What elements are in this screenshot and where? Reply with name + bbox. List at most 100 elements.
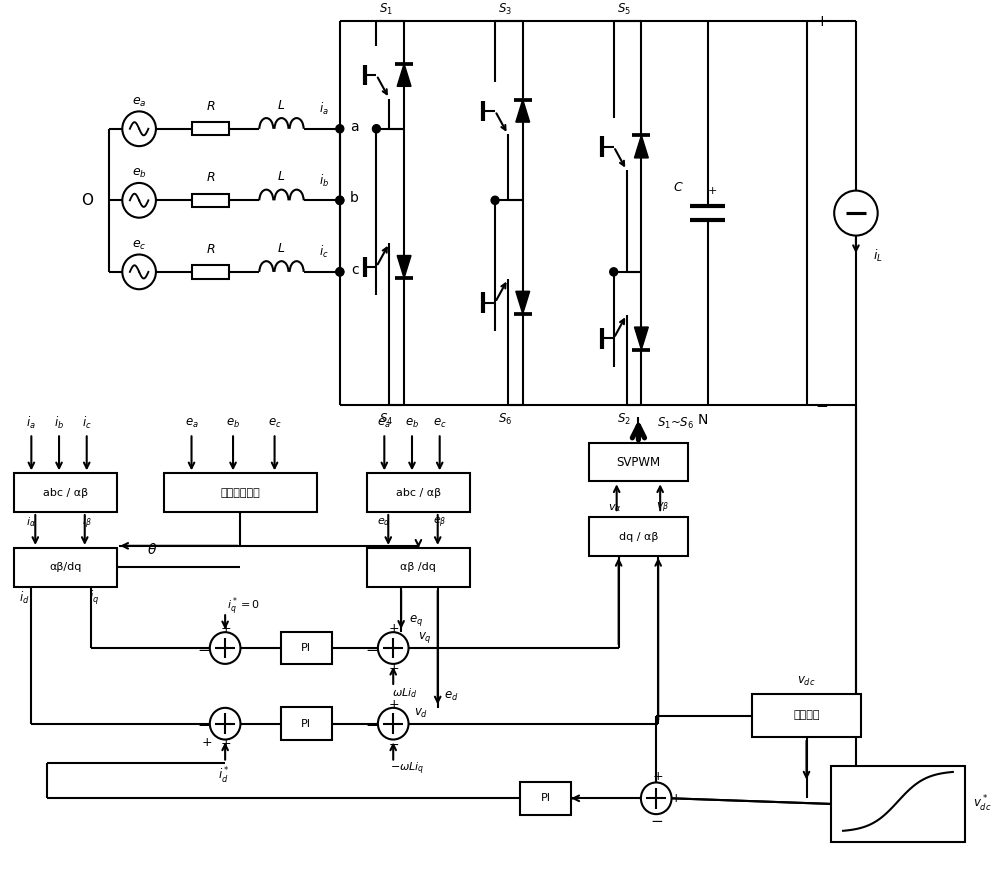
Text: $-$: $-$ — [650, 813, 663, 827]
Text: N: N — [698, 413, 708, 427]
Text: $e_c$: $e_c$ — [433, 417, 447, 429]
Bar — [14, 548, 117, 586]
Bar — [281, 632, 332, 665]
Polygon shape — [516, 100, 530, 122]
Circle shape — [336, 268, 344, 276]
Text: $S_3$: $S_3$ — [498, 2, 512, 17]
Text: $i_a$: $i_a$ — [319, 102, 329, 118]
Text: abc / αβ: abc / αβ — [43, 487, 88, 498]
Text: PI: PI — [301, 643, 311, 653]
Bar — [589, 443, 688, 481]
Text: $i_α$: $i_α$ — [26, 515, 36, 529]
Text: $S_1$~$S_6$: $S_1$~$S_6$ — [657, 415, 695, 430]
Text: $-$: $-$ — [815, 397, 828, 413]
Polygon shape — [634, 135, 648, 158]
Text: $e_b$: $e_b$ — [132, 168, 147, 180]
Text: $e_c$: $e_c$ — [268, 417, 281, 429]
Text: 采样电路: 采样电路 — [793, 710, 820, 721]
Text: $L$: $L$ — [277, 241, 286, 255]
Text: $L$: $L$ — [277, 170, 286, 184]
Circle shape — [610, 268, 618, 276]
Text: $i_q$: $i_q$ — [89, 589, 99, 607]
Bar — [192, 266, 229, 279]
Text: $e_b$: $e_b$ — [226, 417, 240, 429]
Text: $i_q^*=0$: $i_q^*=0$ — [227, 596, 260, 618]
Text: $ωLi_d$: $ωLi_d$ — [392, 686, 418, 700]
Text: $+$: $+$ — [220, 622, 231, 635]
Bar — [589, 517, 688, 556]
Text: $C$: $C$ — [673, 181, 683, 194]
Text: $S_4$: $S_4$ — [379, 412, 393, 427]
Text: $i_d$: $i_d$ — [19, 590, 30, 606]
Text: $-$: $-$ — [197, 716, 210, 732]
Text: $+$: $+$ — [652, 771, 663, 783]
Text: $v_{dc}^*$: $v_{dc}^*$ — [973, 794, 992, 814]
Bar — [520, 782, 571, 814]
Text: αβ/dq: αβ/dq — [49, 562, 82, 572]
Circle shape — [491, 196, 499, 204]
Text: $-ωLi_q$: $-ωLi_q$ — [390, 760, 424, 777]
Text: $+$: $+$ — [388, 662, 399, 675]
Text: $+$: $+$ — [670, 792, 682, 805]
Text: $S_5$: $S_5$ — [617, 2, 631, 17]
Text: $i_β$: $i_β$ — [82, 514, 92, 530]
Circle shape — [336, 268, 344, 276]
Text: $e_α$: $e_α$ — [377, 517, 391, 528]
Polygon shape — [397, 256, 411, 278]
Text: $-$: $-$ — [197, 641, 210, 656]
Text: $+$: $+$ — [388, 622, 399, 635]
Text: $e_c$: $e_c$ — [132, 239, 146, 252]
Text: a: a — [350, 119, 359, 134]
Text: $+$: $+$ — [815, 14, 828, 29]
Text: PI: PI — [540, 793, 550, 804]
Text: $-$: $-$ — [365, 641, 378, 656]
Text: 电网电压锁相: 电网电压锁相 — [221, 487, 260, 498]
Text: $i_a$: $i_a$ — [26, 415, 36, 431]
Polygon shape — [397, 64, 411, 86]
Text: $+$: $+$ — [220, 737, 231, 749]
Text: $i_c$: $i_c$ — [82, 415, 92, 431]
Bar — [192, 122, 229, 135]
Text: $+$: $+$ — [707, 185, 718, 196]
Text: $S_2$: $S_2$ — [617, 412, 631, 427]
Bar — [831, 765, 965, 842]
Circle shape — [336, 125, 344, 133]
Text: abc / αβ: abc / αβ — [396, 487, 441, 498]
Text: $R$: $R$ — [206, 243, 215, 256]
Text: SVPWM: SVPWM — [616, 455, 660, 469]
Text: $+$: $+$ — [201, 736, 212, 748]
Text: $e_b$: $e_b$ — [405, 417, 419, 429]
Text: $e_q$: $e_q$ — [409, 613, 423, 628]
Text: $S_6$: $S_6$ — [498, 412, 512, 427]
Bar — [281, 707, 332, 740]
Bar — [14, 473, 117, 512]
Polygon shape — [634, 327, 648, 349]
Text: $i_d^*$: $i_d^*$ — [218, 765, 230, 786]
Text: $v_q$: $v_q$ — [418, 630, 432, 645]
Bar — [752, 694, 861, 737]
Circle shape — [336, 196, 344, 204]
Text: $-$: $-$ — [388, 738, 399, 750]
Text: $R$: $R$ — [206, 171, 215, 184]
Text: $S_1$: $S_1$ — [379, 2, 393, 17]
Text: $e_d$: $e_d$ — [444, 690, 459, 703]
Text: $e_a$: $e_a$ — [132, 95, 146, 109]
Text: $v_d$: $v_d$ — [414, 707, 428, 720]
Bar — [164, 473, 317, 512]
Text: θ: θ — [148, 543, 156, 557]
Bar — [367, 548, 470, 586]
Text: $+$: $+$ — [388, 698, 399, 711]
Text: $i_L$: $i_L$ — [873, 248, 883, 264]
Text: αβ /dq: αβ /dq — [400, 562, 436, 572]
Text: $i_b$: $i_b$ — [54, 415, 64, 431]
Text: $L$: $L$ — [277, 99, 286, 111]
Text: $v_α$: $v_α$ — [608, 503, 621, 514]
Bar — [192, 193, 229, 207]
Text: $R$: $R$ — [206, 100, 215, 113]
Bar — [367, 473, 470, 512]
Text: $e_β$: $e_β$ — [433, 515, 446, 529]
Text: $i_c$: $i_c$ — [319, 244, 329, 260]
Text: $-$: $-$ — [365, 716, 378, 732]
Text: PI: PI — [301, 719, 311, 729]
Text: $v_{dc}$: $v_{dc}$ — [797, 675, 816, 689]
